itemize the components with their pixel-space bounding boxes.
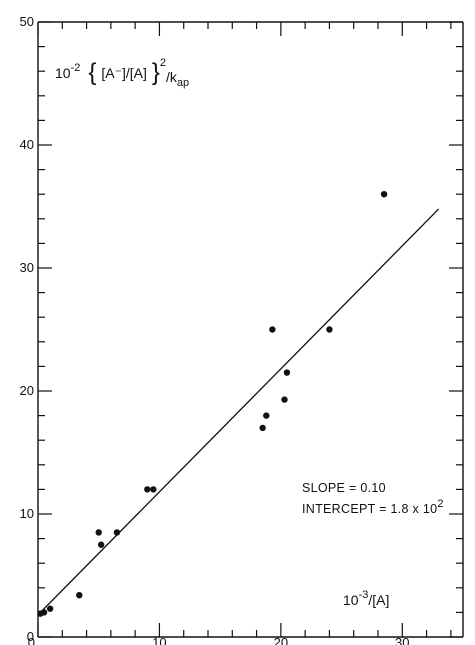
x-axis-title: 10-3/[A] — [343, 589, 389, 608]
y-axis-title-prefix-exp: -2 — [71, 62, 81, 74]
slope-annotation: SLOPE = 0.10 — [302, 481, 386, 495]
data-point — [380, 191, 388, 198]
data-point — [95, 529, 102, 536]
fit-line — [37, 208, 440, 616]
y-axis-title: 10-2 { [A⁻]/[A]}2/kap — [55, 57, 189, 89]
y-tick-label: 30 — [20, 260, 34, 275]
data-point — [144, 486, 151, 493]
data-point — [269, 326, 276, 333]
y-tick-label: 40 — [20, 137, 34, 152]
data-point — [76, 591, 83, 599]
data-point — [259, 424, 266, 432]
axes — [37, 21, 464, 638]
y-axis-title-body: [A⁻]/[A] — [101, 65, 147, 81]
x-axis-title-prefix: 10 — [343, 592, 359, 608]
data-point — [150, 486, 157, 493]
data-point — [97, 541, 105, 548]
y-tick-label: 50 — [20, 14, 34, 29]
y-tick-label: 10 — [20, 506, 34, 521]
intercept-annotation: INTERCEPT = 1.8 x 102 — [302, 498, 443, 516]
data-point — [326, 326, 333, 333]
x-axis-title-prefix-exp: -3 — [359, 589, 369, 601]
y-axis-title-brace-close: } — [152, 59, 160, 86]
data-point — [281, 396, 288, 403]
y-tick-label: 20 — [20, 383, 34, 398]
x-tick-label: 30 — [395, 635, 409, 645]
y-axis-title-suffix: /k — [166, 69, 178, 85]
data-points — [37, 191, 388, 617]
x-ticks: 0 10 20 30 — [28, 22, 452, 645]
x-axis-title-suffix: /[A] — [368, 592, 389, 608]
data-point — [113, 529, 121, 536]
fit-line-group — [37, 208, 440, 616]
x-tick-label: 10 — [152, 635, 166, 645]
y-ticks: 0 10 20 30 40 50 — [20, 14, 463, 644]
data-point — [263, 412, 270, 419]
x-tick-label: 0 — [28, 635, 35, 645]
y-axis-title-power: 2 — [160, 57, 166, 69]
y-axis-title-brace-open: { — [88, 59, 96, 86]
intercept-annotation-exp: 2 — [437, 498, 443, 510]
intercept-annotation-text: INTERCEPT = 1.8 x 10 — [302, 502, 437, 516]
data-point — [46, 605, 54, 612]
data-point — [283, 369, 291, 376]
x-tick-label: 20 — [274, 635, 288, 645]
y-axis-title-prefix: 10 — [55, 65, 71, 81]
y-axis-title-suffix-sub: ap — [177, 77, 189, 89]
data-point — [40, 609, 48, 616]
y-tick-label: 0 — [27, 629, 34, 644]
